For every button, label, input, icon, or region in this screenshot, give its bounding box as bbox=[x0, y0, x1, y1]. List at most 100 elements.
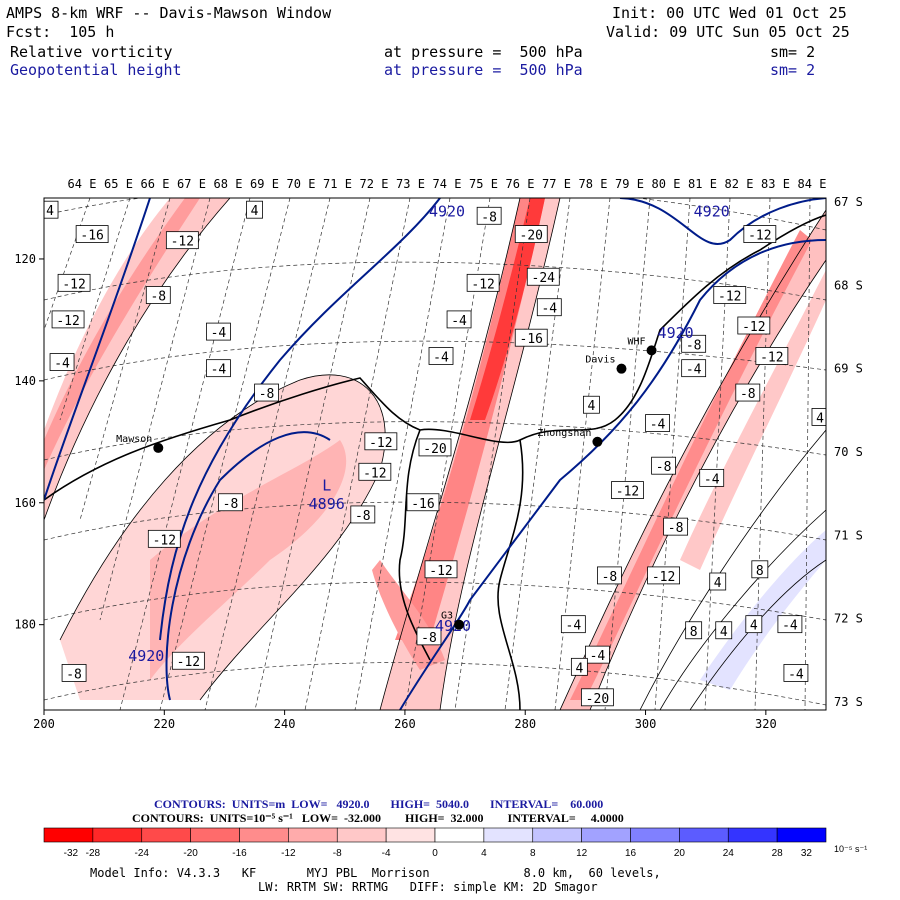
colorbar-swatch bbox=[288, 827, 338, 843]
vorticity-label-box bbox=[647, 566, 680, 585]
vorticity-label-box bbox=[715, 621, 733, 640]
plot-frame bbox=[43, 197, 827, 711]
vorticity-label: -12 bbox=[177, 655, 200, 670]
station-label: Mawson bbox=[116, 434, 152, 445]
vorticity-labels: 4-16 -124 -8-20 -12-12-8-12 -24-12-4-4-4-16-… bbox=[18, 200, 826, 707]
vorticity-label: -16 bbox=[80, 229, 103, 244]
station-marker bbox=[646, 345, 657, 356]
field2-smoothing: sm= 2 bbox=[770, 61, 816, 79]
colorbar-swatch bbox=[727, 827, 778, 843]
vorticity-label-box bbox=[350, 505, 376, 524]
vorticity-label: -12 bbox=[471, 277, 494, 292]
colorbar-swatch bbox=[190, 827, 240, 843]
longitude-label: 76 E bbox=[506, 177, 535, 191]
vorticity-label-box bbox=[428, 347, 454, 365]
vorticity-label-box bbox=[246, 200, 263, 219]
vorticity-label-box bbox=[743, 225, 777, 243]
vorticity-label: -4 bbox=[54, 357, 70, 372]
vorticity-label-box bbox=[611, 481, 644, 499]
vorticity-label-box bbox=[206, 359, 231, 378]
plot-title: AMPS 8-km WRF -- Davis-Mawson Window bbox=[6, 4, 332, 22]
vorticity-label: -12 bbox=[56, 314, 79, 329]
vorticity-label-box bbox=[811, 408, 826, 426]
longitude-label: 84 E bbox=[798, 177, 827, 191]
vorticity-label: -4 bbox=[782, 619, 798, 634]
vorticity-label-box bbox=[777, 615, 803, 634]
vorticity-label-box bbox=[145, 286, 171, 304]
colorbar-units: 10⁻⁵ s⁻¹ bbox=[834, 844, 867, 854]
longitude-label: 65 E bbox=[104, 177, 133, 191]
vorticity-label: -4 bbox=[686, 363, 702, 378]
longitude-label: 81 E bbox=[688, 177, 717, 191]
vorticity-label: -20 bbox=[520, 229, 543, 244]
longitude-label: 78 E bbox=[579, 177, 608, 191]
vorticity-label-box bbox=[681, 334, 707, 353]
latitude-label: 67 S bbox=[834, 195, 863, 209]
vorticity-label: -8 bbox=[18, 667, 34, 682]
colorbar-swatch bbox=[141, 827, 191, 843]
vorticity-label: 4 bbox=[575, 661, 583, 676]
contour-info-height: CONTOURS: UNITS=m LOW= 4920.0 HIGH= 5040… bbox=[154, 797, 604, 811]
vorticity-label-box bbox=[560, 615, 586, 634]
colorbar-swatch bbox=[92, 827, 143, 843]
longitude-label: 77 E bbox=[542, 177, 571, 191]
vorticity-label-box bbox=[699, 468, 725, 487]
vorticity-label-box bbox=[583, 395, 600, 414]
vorticity-label: 4 bbox=[46, 204, 54, 219]
vorticity-label-box bbox=[147, 529, 181, 548]
colorbar-swatch bbox=[336, 827, 387, 843]
vorticity-label: -4 bbox=[566, 619, 582, 634]
vorticity-label: -4 bbox=[211, 363, 227, 378]
latitude-label: 72 S bbox=[834, 612, 863, 626]
vorticity-label-box bbox=[597, 566, 622, 585]
station-label: G3 bbox=[441, 611, 453, 622]
colorbar-label: 0 bbox=[432, 848, 438, 859]
x-tick-label: 320 bbox=[755, 717, 777, 731]
y-tick-label: 160 bbox=[14, 496, 36, 510]
longitude-label: 64 E bbox=[68, 177, 97, 191]
valid-time: Valid: 09 UTC Sun 05 Oct 25 bbox=[606, 23, 850, 41]
vorticity-label: -12 bbox=[616, 485, 639, 500]
colorbar-label: -12 bbox=[281, 848, 296, 859]
vorticity-label: -4 bbox=[788, 667, 804, 682]
vorticity-label-box bbox=[737, 316, 771, 335]
forecast-hour: Fcst: 105 h bbox=[6, 23, 115, 41]
vorticity-label-box bbox=[585, 645, 610, 664]
colorbar-label: 8 bbox=[530, 848, 536, 859]
vorticity-label-box bbox=[61, 664, 87, 682]
vorticity-label: -12 bbox=[62, 277, 85, 292]
colorbar-swatch bbox=[239, 827, 289, 843]
vorticity-label-box bbox=[446, 310, 472, 329]
height-label: 4920 bbox=[694, 202, 730, 220]
y-axis: 120 140 160 180 bbox=[14, 252, 44, 632]
colorbar-swatch bbox=[532, 827, 582, 843]
longitude-label: 73 E bbox=[396, 177, 425, 191]
y-tick-label: 120 bbox=[14, 252, 36, 266]
colorbar-label: -16 bbox=[232, 848, 247, 859]
vorticity-label: -8 bbox=[259, 387, 275, 402]
colorbar-swatch bbox=[679, 827, 729, 843]
vorticity-label: -8 bbox=[223, 497, 239, 512]
field2-name: Geopotential height bbox=[10, 61, 182, 79]
vorticity-label: -8 bbox=[481, 210, 497, 225]
latitude-labels: 67 S 68 S 69 S 70 S 71 S 72 S 73 S bbox=[834, 195, 863, 709]
vorticity-label: -12 bbox=[760, 350, 783, 365]
vorticity-label: -16 bbox=[520, 332, 543, 347]
vorticity-label: -4 bbox=[650, 418, 666, 433]
model-info-line2: LW: RRTM SW: RRTMG DIFF: simple KM: 2D S… bbox=[258, 880, 598, 894]
vorticity-label-box bbox=[57, 273, 91, 292]
colorbar-label: 28 bbox=[772, 848, 784, 859]
vorticity-label: -12 bbox=[718, 290, 741, 305]
vorticity-label: -12 bbox=[429, 564, 452, 579]
longitude-label: 68 E bbox=[214, 177, 243, 191]
vorticity-label-box bbox=[364, 432, 398, 451]
vorticity-label: -12 bbox=[369, 436, 392, 451]
station-marker bbox=[592, 436, 603, 447]
vorticity-label: -12 bbox=[748, 229, 771, 244]
colorbar-label: 16 bbox=[625, 848, 637, 859]
colorbar-label: -28 bbox=[86, 848, 101, 859]
vorticity-label-box bbox=[165, 231, 199, 250]
vorticity-label-box bbox=[358, 462, 392, 481]
vorticity-label: -4 bbox=[433, 350, 449, 365]
